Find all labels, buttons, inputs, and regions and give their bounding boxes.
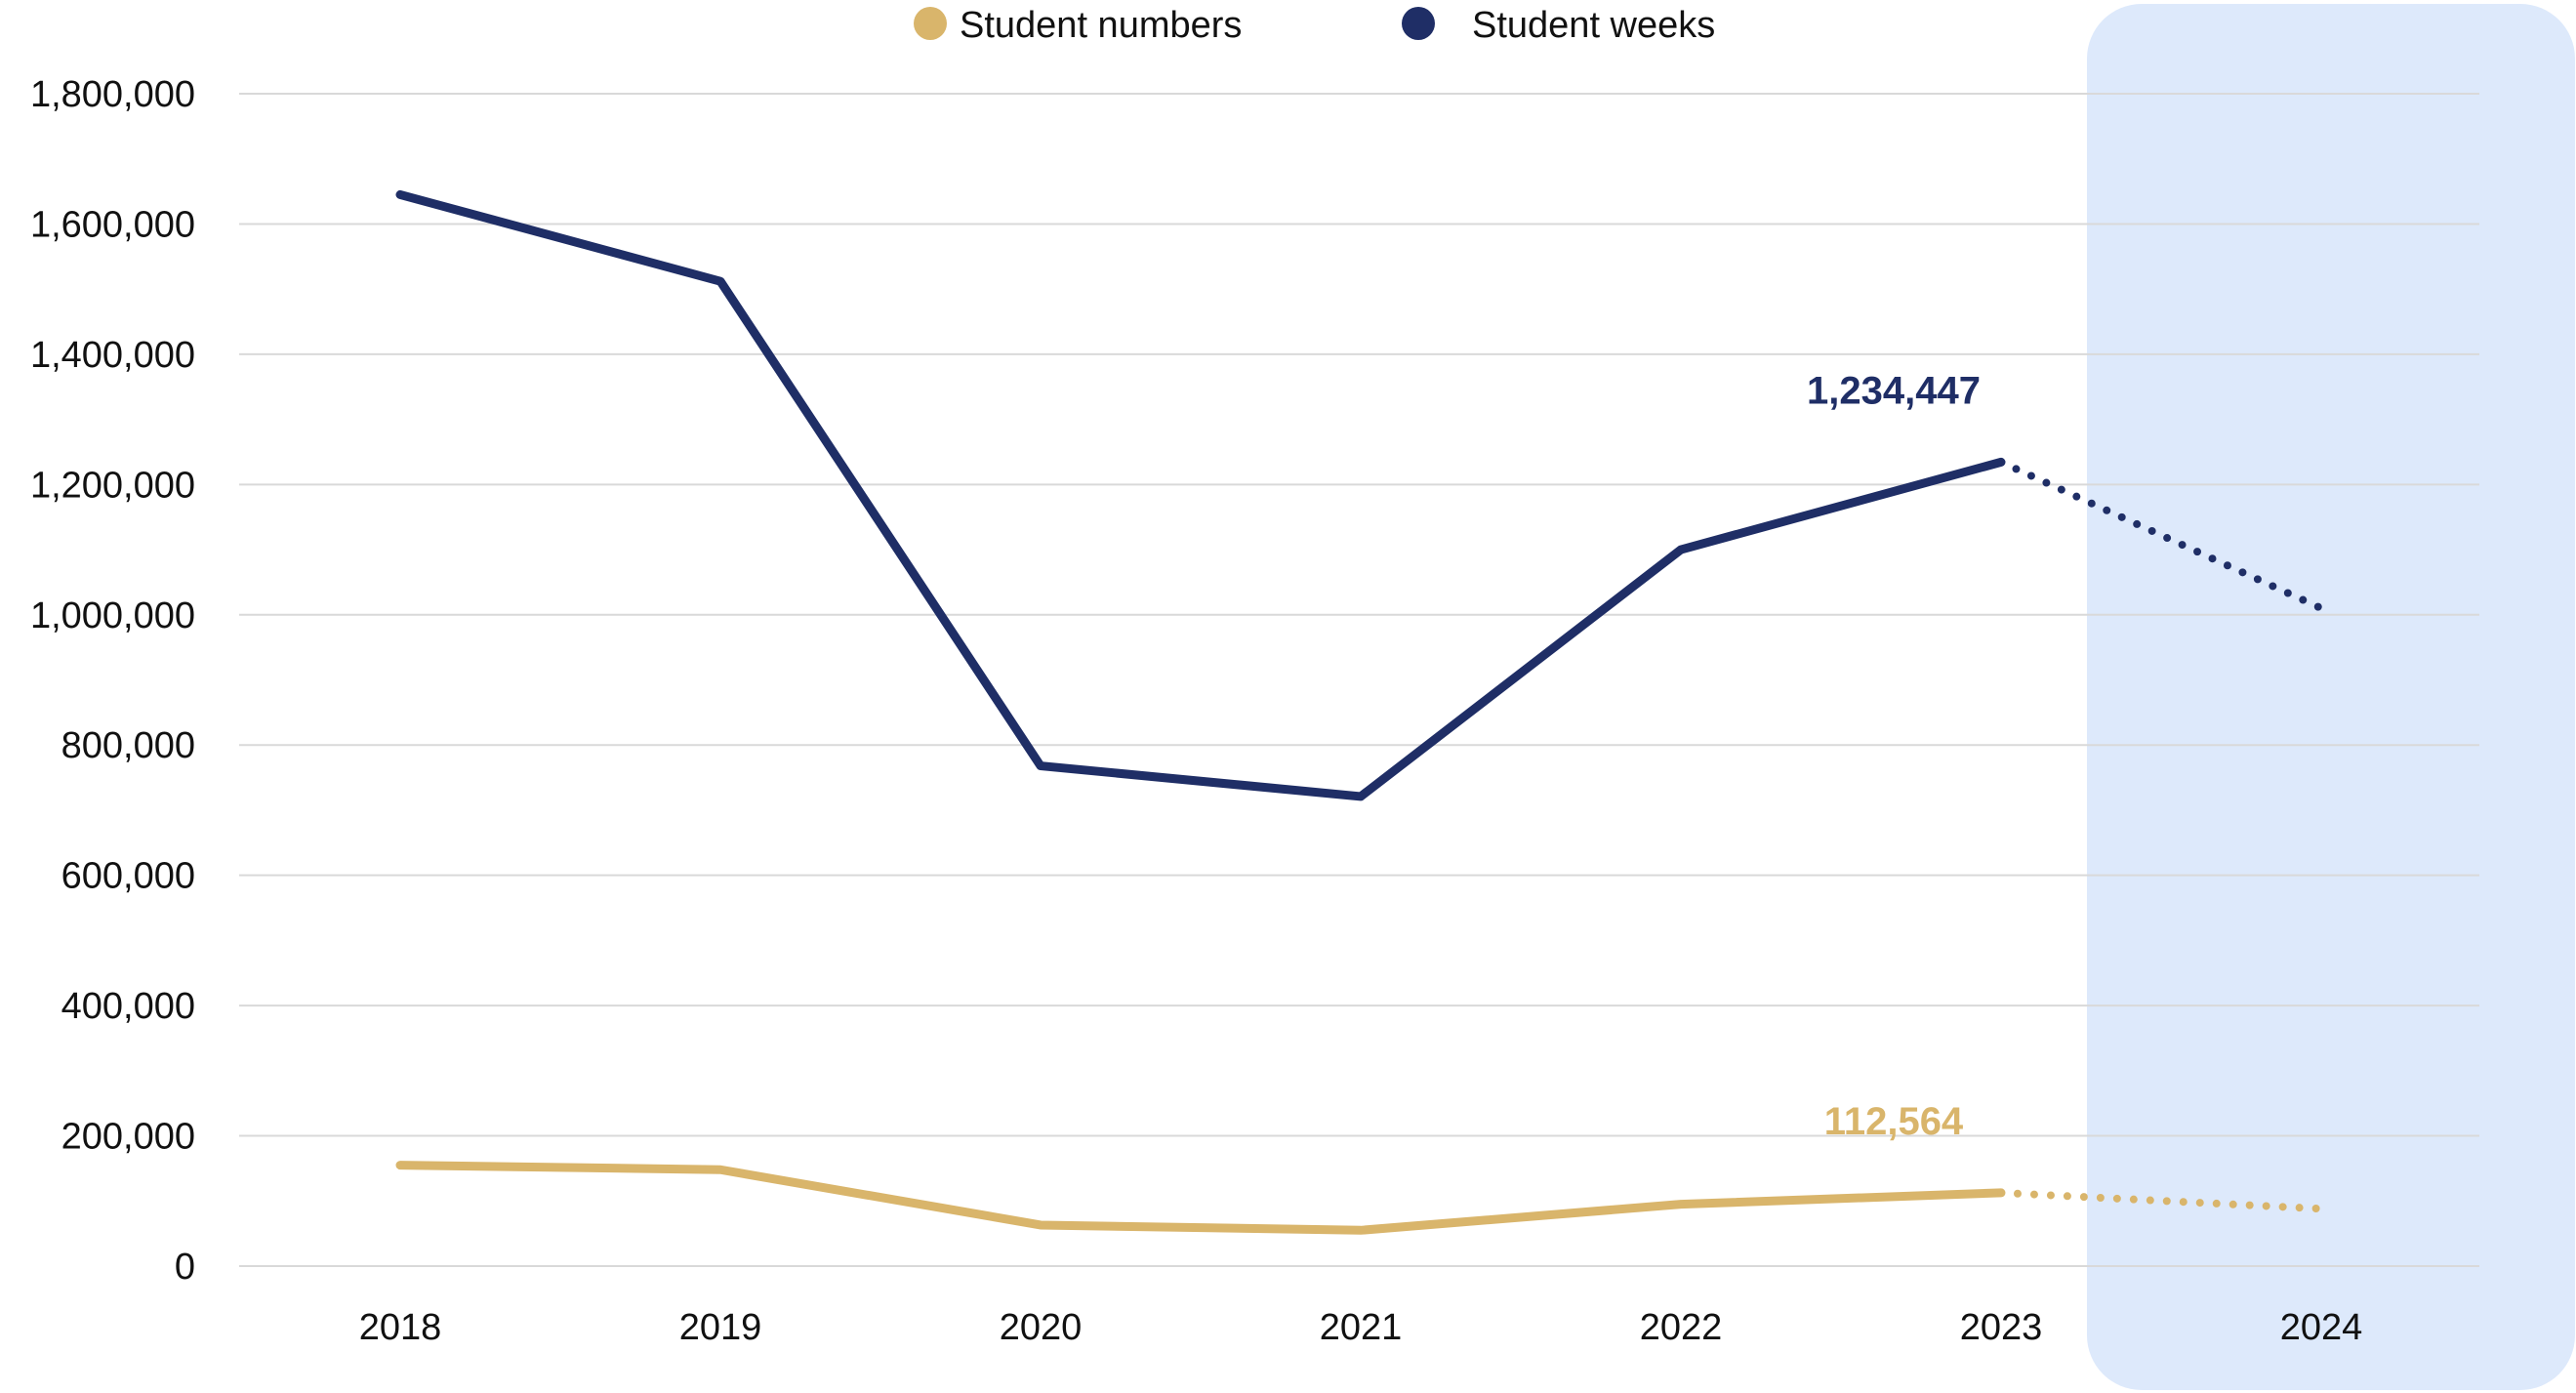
x-tick-label: 2020 bbox=[1000, 1307, 1083, 1348]
y-tick-label: 400,000 bbox=[61, 986, 195, 1027]
x-tick-label: 2022 bbox=[1640, 1307, 1723, 1348]
y-tick-label: 800,000 bbox=[61, 725, 195, 766]
y-axis-ticks: 0 200,000 400,000 600,000 800,000 1,000,000 1,… bbox=[30, 74, 195, 1288]
forecast-band-layer bbox=[2087, 4, 2575, 1390]
y-tick-label: 200,000 bbox=[61, 1117, 195, 1158]
y-tick-label: 600,000 bbox=[61, 856, 195, 897]
legend: Student numbers Student weeks bbox=[914, 5, 1715, 46]
y-tick-label: 0 bbox=[175, 1247, 195, 1288]
series-lines bbox=[395, 189, 2325, 1235]
x-tick-label: 2024 bbox=[2280, 1307, 2363, 1348]
x-tick-label: 2023 bbox=[1960, 1307, 2043, 1348]
student-numbers-data-label: 112,564 bbox=[1824, 1100, 1964, 1143]
student-weeks-data-label: 1,234,447 bbox=[1807, 369, 1981, 412]
x-tick-label: 2018 bbox=[359, 1307, 442, 1348]
data-labels: 112,564 1,234,447 bbox=[1807, 369, 1981, 1143]
y-tick-label: 1,400,000 bbox=[30, 335, 195, 376]
x-tick-label: 2021 bbox=[1320, 1307, 1403, 1348]
gridlines bbox=[239, 93, 2479, 1267]
student-weeks-legend-label: Student weeks bbox=[1472, 5, 1715, 46]
y-tick-label: 1,800,000 bbox=[30, 74, 195, 115]
student-numbers-legend-marker bbox=[914, 7, 947, 40]
student-numbers-legend-label: Student numbers bbox=[960, 5, 1242, 46]
y-tick-label: 1,600,000 bbox=[30, 204, 195, 245]
forecast-band bbox=[2087, 4, 2575, 1390]
x-tick-label: 2019 bbox=[679, 1307, 762, 1348]
student-weeks-line bbox=[395, 189, 2006, 801]
y-tick-label: 1,000,000 bbox=[30, 595, 195, 636]
student-numbers-forecast-line bbox=[1997, 1188, 2325, 1213]
x-axis-ticks: 2018 2019 2020 2021 2022 2023 2024 bbox=[359, 1307, 2363, 1348]
student-weeks-legend-marker bbox=[1402, 7, 1435, 40]
student-numbers-line bbox=[395, 1161, 2006, 1235]
y-tick-label: 1,200,000 bbox=[30, 465, 195, 506]
